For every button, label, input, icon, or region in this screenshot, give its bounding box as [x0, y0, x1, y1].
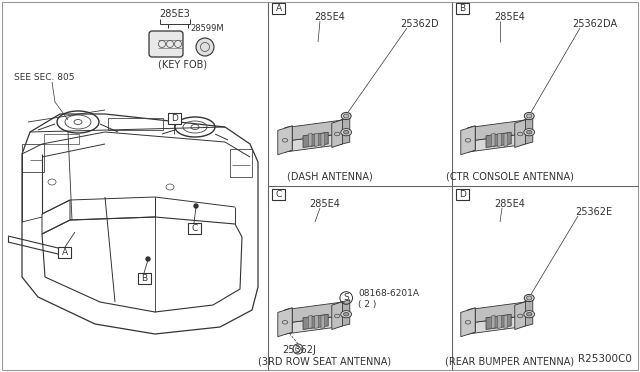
Ellipse shape [341, 112, 351, 120]
Text: 25362J: 25362J [282, 345, 316, 355]
Ellipse shape [524, 294, 534, 302]
Circle shape [196, 38, 214, 56]
Ellipse shape [527, 296, 532, 300]
Circle shape [146, 257, 150, 261]
Polygon shape [285, 308, 292, 334]
Polygon shape [468, 126, 475, 152]
Polygon shape [339, 118, 350, 145]
Polygon shape [278, 126, 292, 155]
Polygon shape [468, 316, 522, 334]
Text: D: D [459, 190, 466, 199]
Polygon shape [504, 315, 508, 328]
Polygon shape [498, 315, 501, 328]
Text: 285E4: 285E4 [495, 199, 525, 209]
Ellipse shape [344, 114, 349, 118]
Ellipse shape [340, 311, 351, 318]
Ellipse shape [527, 312, 532, 316]
Polygon shape [321, 133, 324, 147]
Polygon shape [468, 134, 522, 152]
Polygon shape [321, 315, 324, 328]
Bar [456, 189, 469, 200]
Polygon shape [332, 120, 342, 148]
Polygon shape [285, 302, 339, 323]
Polygon shape [285, 134, 339, 152]
Text: S: S [343, 294, 349, 302]
Polygon shape [515, 302, 525, 330]
Polygon shape [492, 133, 495, 147]
Polygon shape [522, 118, 532, 145]
Bar [168, 113, 181, 124]
Polygon shape [285, 126, 292, 152]
Text: 25362DA: 25362DA [572, 19, 617, 29]
Text: 25362E: 25362E [575, 207, 612, 217]
Polygon shape [468, 121, 522, 141]
Polygon shape [468, 308, 475, 334]
Ellipse shape [527, 131, 532, 134]
Polygon shape [498, 133, 501, 147]
Ellipse shape [524, 129, 534, 136]
Text: R25300C0: R25300C0 [578, 354, 632, 364]
Text: (CTR CONSOLE ANTENNA): (CTR CONSOLE ANTENNA) [446, 171, 574, 181]
Text: 28599M: 28599M [190, 24, 224, 33]
Polygon shape [278, 308, 292, 337]
Ellipse shape [524, 112, 534, 120]
Bar [108, 118, 163, 130]
Text: (DASH ANTENNA): (DASH ANTENNA) [287, 171, 373, 181]
Text: B: B [460, 4, 465, 13]
Polygon shape [486, 132, 511, 148]
Polygon shape [492, 315, 495, 328]
Text: 285E4: 285E4 [315, 12, 346, 22]
Ellipse shape [344, 131, 349, 134]
Bar [44, 134, 79, 144]
Text: 285E4: 285E4 [495, 12, 525, 22]
Polygon shape [504, 133, 508, 147]
Polygon shape [461, 308, 475, 337]
Polygon shape [515, 120, 525, 148]
Text: D: D [171, 114, 178, 123]
Text: (KEY FOB): (KEY FOB) [159, 59, 207, 69]
Text: 285E4: 285E4 [310, 199, 340, 209]
Bar [138, 273, 151, 284]
Bar [188, 223, 201, 234]
Bar [58, 247, 71, 258]
Text: A: A [275, 4, 282, 13]
Ellipse shape [527, 114, 532, 118]
Ellipse shape [344, 312, 349, 316]
Text: ( 2 ): ( 2 ) [358, 299, 376, 308]
Text: A: A [61, 248, 68, 257]
Text: 08168-6201A: 08168-6201A [358, 289, 419, 298]
Text: B: B [141, 274, 148, 283]
Polygon shape [522, 300, 532, 327]
Bar [272, 189, 285, 200]
Polygon shape [303, 132, 328, 148]
Bar [272, 3, 285, 14]
Polygon shape [315, 315, 318, 328]
Bar [456, 3, 469, 14]
Text: (3RD ROW SEAT ANTENNA): (3RD ROW SEAT ANTENNA) [259, 357, 392, 367]
Polygon shape [339, 300, 350, 327]
Polygon shape [303, 314, 328, 330]
Bar [22, 144, 44, 172]
Text: C: C [275, 190, 282, 199]
Ellipse shape [340, 129, 351, 136]
Polygon shape [461, 126, 475, 155]
Polygon shape [308, 315, 312, 328]
Text: (REAR BUMPER ANTENNA): (REAR BUMPER ANTENNA) [445, 357, 575, 367]
Text: 285E3: 285E3 [159, 9, 191, 19]
Polygon shape [285, 316, 339, 334]
Polygon shape [315, 133, 318, 147]
Text: SEE SEC. 805: SEE SEC. 805 [14, 73, 74, 81]
Text: 25362D: 25362D [400, 19, 438, 29]
Bar [230, 149, 252, 177]
FancyBboxPatch shape [149, 31, 183, 57]
Polygon shape [332, 302, 342, 330]
Text: C: C [191, 224, 198, 233]
Circle shape [194, 204, 198, 208]
Polygon shape [468, 302, 522, 323]
Ellipse shape [524, 311, 534, 318]
Polygon shape [486, 314, 511, 330]
Polygon shape [285, 121, 339, 141]
Polygon shape [308, 133, 312, 147]
